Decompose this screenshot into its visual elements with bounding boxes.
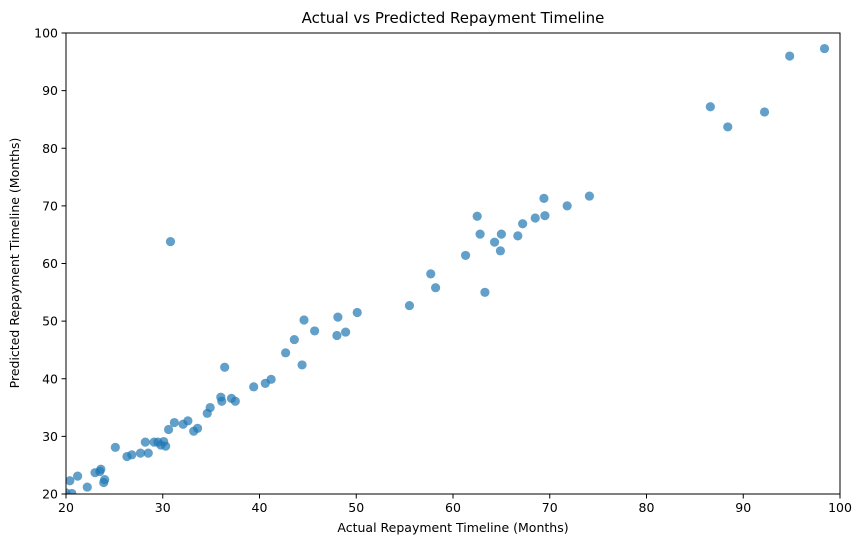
data-point	[472, 211, 482, 221]
data-point	[723, 122, 733, 132]
y-tick-label: 100	[34, 26, 58, 41]
data-point	[249, 382, 259, 392]
chart-title: Actual vs Predicted Repayment Timeline	[302, 9, 605, 27]
plot-area: 20 30 40 50 60 70 80 90 100 20 30 40 50 60 70 80 90 100	[34, 26, 852, 516]
data-point	[99, 477, 109, 488]
data-point	[584, 191, 595, 201]
data-point	[518, 219, 528, 229]
data-point	[66, 488, 71, 494]
data-point	[189, 426, 199, 436]
data-point	[540, 211, 550, 221]
data-point	[260, 378, 270, 388]
y-tick-label: 70	[42, 198, 58, 213]
data-point	[161, 441, 171, 451]
x-tick-label: 90	[735, 500, 751, 515]
data-point	[165, 237, 176, 247]
x-tick-label: 100	[828, 500, 852, 515]
data-point	[490, 237, 500, 247]
data-point	[785, 51, 795, 61]
data-point	[143, 448, 153, 458]
data-points	[66, 43, 830, 494]
data-point	[73, 471, 83, 481]
data-point	[90, 468, 100, 478]
data-point	[289, 334, 299, 345]
x-tick-label: 30	[155, 500, 171, 515]
data-point	[705, 102, 715, 112]
data-point	[217, 396, 227, 406]
x-tick-label: 80	[639, 500, 655, 515]
data-point	[66, 476, 75, 486]
y-tick-label: 50	[42, 314, 58, 329]
y-axis-label: Predicted Repayment Timeline (Months)	[7, 138, 22, 389]
data-point	[220, 362, 230, 372]
x-tick-label: 60	[445, 500, 461, 515]
data-point	[475, 229, 485, 239]
y-tick-label: 20	[42, 487, 58, 502]
data-point	[140, 437, 150, 447]
y-tick-label: 80	[42, 141, 58, 156]
x-tick-label: 70	[542, 500, 558, 515]
y-tick-label: 90	[42, 83, 58, 98]
data-point	[341, 327, 351, 337]
data-point	[496, 229, 506, 239]
data-point	[281, 348, 291, 358]
y-tick-label: 60	[42, 256, 58, 271]
data-point	[513, 231, 523, 241]
data-point	[460, 250, 471, 261]
data-point	[759, 107, 770, 117]
data-point	[539, 193, 549, 203]
data-point	[178, 419, 188, 429]
data-point	[530, 213, 540, 223]
data-point	[430, 283, 441, 293]
data-point	[297, 360, 307, 370]
data-point	[480, 287, 490, 297]
x-tick-label: 40	[252, 500, 268, 515]
y-tick-label: 30	[42, 429, 58, 444]
data-point	[426, 269, 436, 279]
y-tick-label: 40	[42, 371, 58, 386]
data-point	[352, 307, 362, 318]
data-point	[310, 326, 320, 336]
data-point	[163, 424, 174, 435]
data-point	[169, 417, 179, 428]
data-point	[230, 396, 240, 406]
data-point	[135, 448, 146, 458]
x-tick-label: 20	[58, 500, 74, 515]
data-point	[333, 312, 343, 322]
data-point	[202, 408, 212, 418]
data-point	[562, 201, 572, 211]
data-point	[332, 330, 342, 341]
data-point	[122, 451, 132, 462]
data-point	[299, 315, 309, 325]
data-point	[495, 246, 506, 256]
data-point	[819, 43, 830, 54]
x-axis-label: Actual Repayment Timeline (Months)	[337, 520, 568, 535]
data-point	[404, 300, 415, 311]
x-tick-label: 50	[348, 500, 364, 515]
data-point	[110, 442, 120, 452]
data-point	[82, 482, 92, 492]
